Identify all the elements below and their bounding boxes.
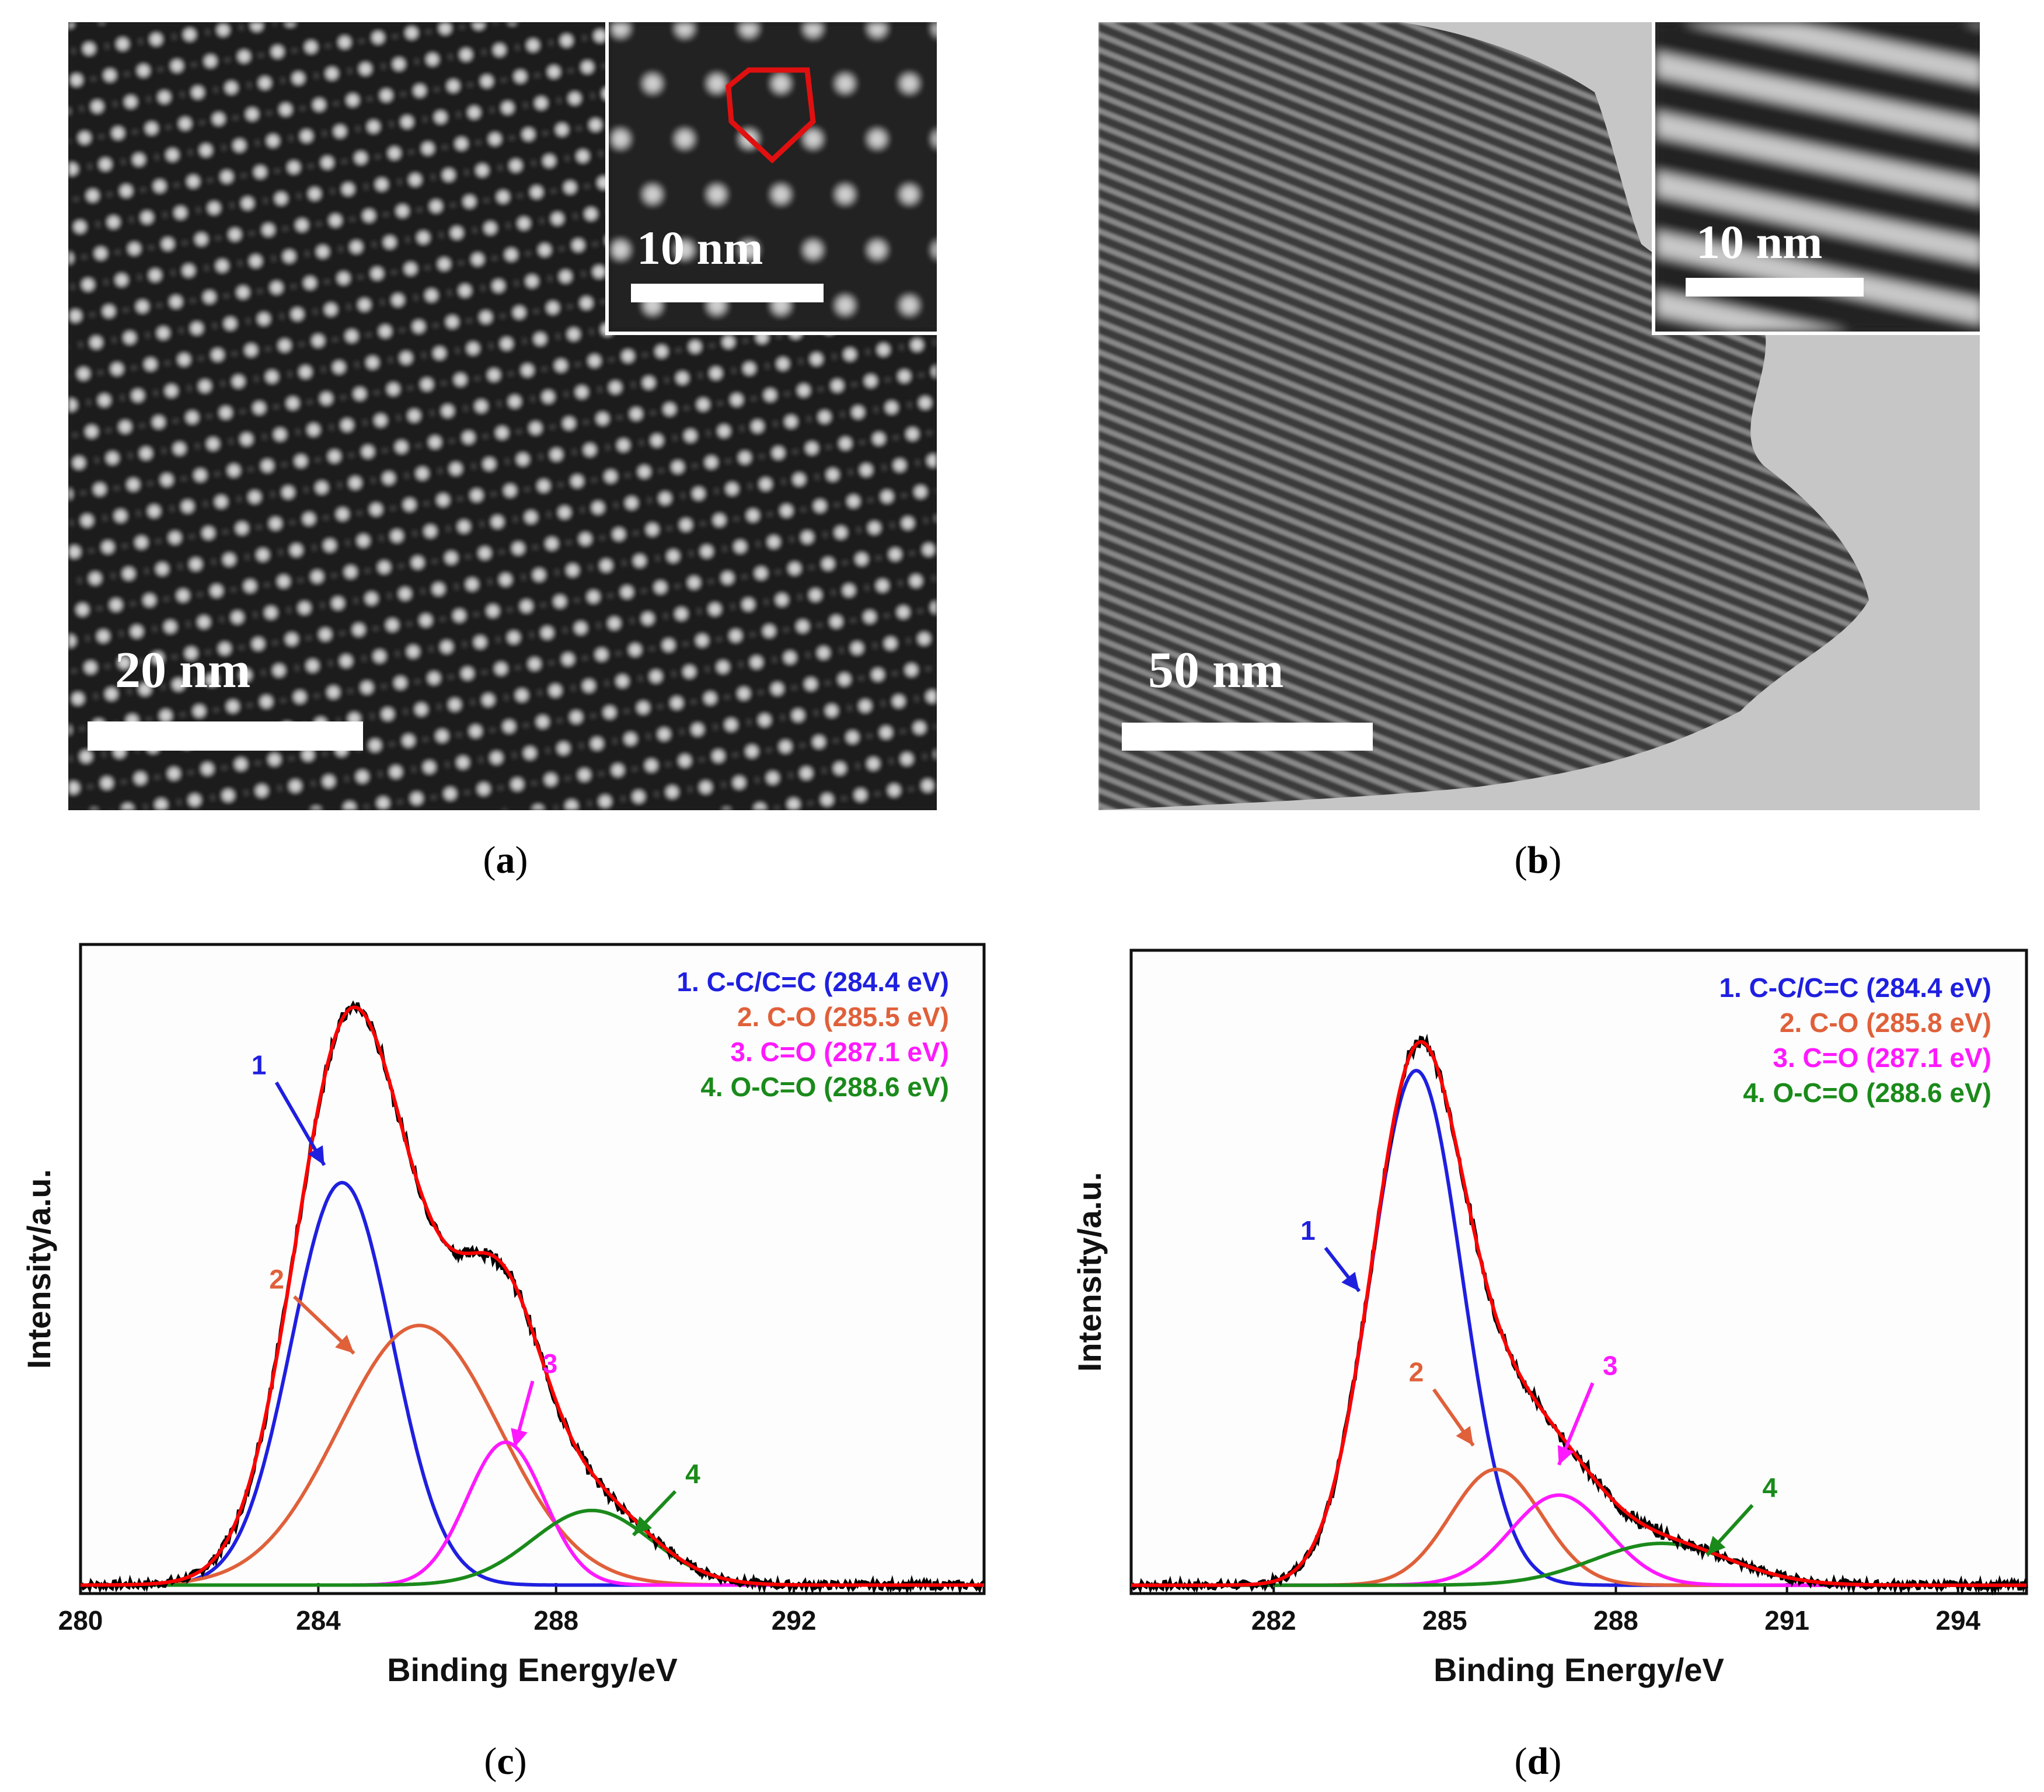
legend-entry: 2. C-O (285.8 eV) — [1780, 1007, 1991, 1038]
panel-a-inset: 10 nm — [605, 22, 937, 335]
panel-b-scale-bar — [1122, 723, 1373, 751]
x-tick-label: 284 — [296, 1605, 341, 1636]
caption-c: (c) — [484, 1740, 527, 1783]
annotation-arrowhead — [308, 1145, 325, 1166]
legend-entry: 3. C=O (287.1 eV) — [730, 1037, 949, 1067]
fitted-envelope — [81, 1005, 984, 1587]
panel-b-inset: 10 nm — [1652, 22, 1980, 335]
annotation-number: 2 — [269, 1264, 284, 1294]
x-tick-label: 282 — [1251, 1605, 1296, 1636]
fitted-envelope — [1131, 1040, 2026, 1587]
chart-c: 280 284 288 292 Binding Energy/eV Intensity/a… — [0, 905, 1004, 1734]
x-tick-label: 292 — [772, 1605, 817, 1636]
x-tick-label: 291 — [1764, 1605, 1809, 1636]
annotation-arrowhead — [335, 1334, 354, 1354]
annotation-number: 1 — [252, 1050, 267, 1080]
panel-a-tem-image: 10 nm 20 nm — [68, 22, 937, 810]
annotation-arrowhead — [1456, 1425, 1474, 1446]
legend-entry: 4. O-C=O (288.6 eV) — [1743, 1078, 1991, 1108]
x-axis-label: Binding Energy/eV — [1433, 1651, 1724, 1688]
tem-image-b-canvas — [1098, 22, 1980, 810]
caption-a: (a) — [483, 839, 528, 881]
legend-entry: 3. C=O (287.1 eV) — [1773, 1043, 1991, 1073]
annotation-arrowhead — [633, 1516, 652, 1535]
inset-a-scale-bar — [631, 284, 824, 302]
annotation-number: 4 — [685, 1459, 700, 1489]
legend-entry: 4. O-C=O (288.6 eV) — [700, 1072, 949, 1102]
y-axis-label: Intensity/a.u. — [20, 1169, 57, 1369]
annotation-number: 3 — [1603, 1350, 1618, 1380]
chart-c-svg: 280 284 288 292 Binding Energy/eV Intensity/a… — [20, 943, 986, 1688]
y-axis-label: Intensity/a.u. — [1071, 1172, 1108, 1372]
annotation-arrowhead — [1557, 1445, 1574, 1465]
panel-a-scale-label: 20 nm — [115, 642, 251, 699]
x-tick-label: 285 — [1422, 1605, 1467, 1636]
panel-b-tem-image: 10 nm 50 nm — [1098, 22, 1980, 810]
panel-b-scale-label: 50 nm — [1148, 642, 1284, 699]
legend-entry: 2. C-O (285.5 eV) — [737, 1002, 949, 1032]
inset-a-canvas — [609, 22, 937, 332]
annotation-arrowhead — [1707, 1536, 1726, 1555]
x-tick-label: 280 — [58, 1605, 103, 1636]
hexagon-outline — [725, 67, 816, 164]
x-tick-label: 294 — [1935, 1605, 1980, 1636]
x-tick-label: 288 — [1593, 1605, 1638, 1636]
plot-frame — [1129, 949, 2028, 1595]
chart-d-svg: 282 285 288 291 294 Binding Energy/eV Intensit… — [1071, 949, 2028, 1688]
annotation-arrowhead — [511, 1428, 528, 1448]
chart-d: 282 285 288 291 294 Binding Energy/eV Intensit… — [1045, 905, 2044, 1734]
inset-a-scale-label: 10 nm — [637, 221, 763, 274]
annotation-number: 1 — [1300, 1215, 1316, 1246]
annotation-arrowhead — [1341, 1271, 1359, 1292]
annotation-number: 3 — [543, 1348, 558, 1379]
annotation-number: 2 — [1409, 1357, 1424, 1387]
inset-b-scale-label: 10 nm — [1696, 215, 1823, 269]
inset-b-scale-bar — [1686, 278, 1864, 297]
x-tick-label: 288 — [533, 1605, 578, 1636]
x-axis-label: Binding Energy/eV — [387, 1651, 678, 1688]
caption-d: (d) — [1514, 1740, 1562, 1783]
legend-entry: 1. C-C/C=C (284.4 eV) — [1719, 972, 1991, 1003]
caption-b: (b) — [1514, 839, 1562, 881]
legend-entry: 1. C-C/C=C (284.4 eV) — [676, 967, 949, 997]
panel-a-scale-bar — [88, 721, 363, 751]
annotation-number: 4 — [1763, 1473, 1778, 1503]
